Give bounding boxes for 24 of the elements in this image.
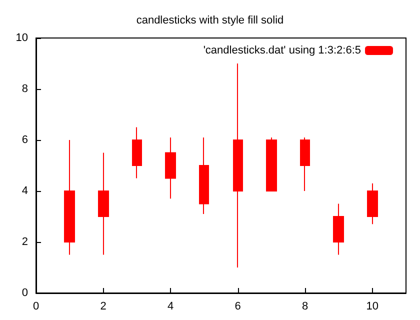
chart-title: candlesticks with style fill solid xyxy=(136,14,284,26)
candlestick xyxy=(165,136,176,200)
candlestick xyxy=(64,140,75,256)
x-tick-label: 4 xyxy=(167,300,174,312)
candlestick xyxy=(233,63,243,268)
x-tick-label: 0 xyxy=(32,300,40,312)
candlestick xyxy=(367,182,378,225)
x-tick-label: 8 xyxy=(302,300,308,312)
candlestick xyxy=(266,136,277,192)
y-tick-label: 0 xyxy=(22,287,28,299)
y-tick-label: 4 xyxy=(22,185,28,197)
x-tick-label: 2 xyxy=(100,300,106,312)
candlestick xyxy=(333,203,344,256)
x-tick-label: 10 xyxy=(366,300,378,312)
candlestick xyxy=(199,136,209,214)
y-tick-label: 2 xyxy=(22,236,28,248)
candlestick xyxy=(98,152,109,256)
candlestick xyxy=(132,126,142,179)
y-tick-label: 10 xyxy=(16,32,28,44)
x-tick-label: 6 xyxy=(234,300,241,312)
legend-label: 'candlesticks.dat' using 1:3:2:6:5 xyxy=(203,44,361,56)
y-tick-label: 8 xyxy=(22,83,28,95)
y-tick-label: 6 xyxy=(22,134,28,146)
candlestick xyxy=(300,136,310,192)
